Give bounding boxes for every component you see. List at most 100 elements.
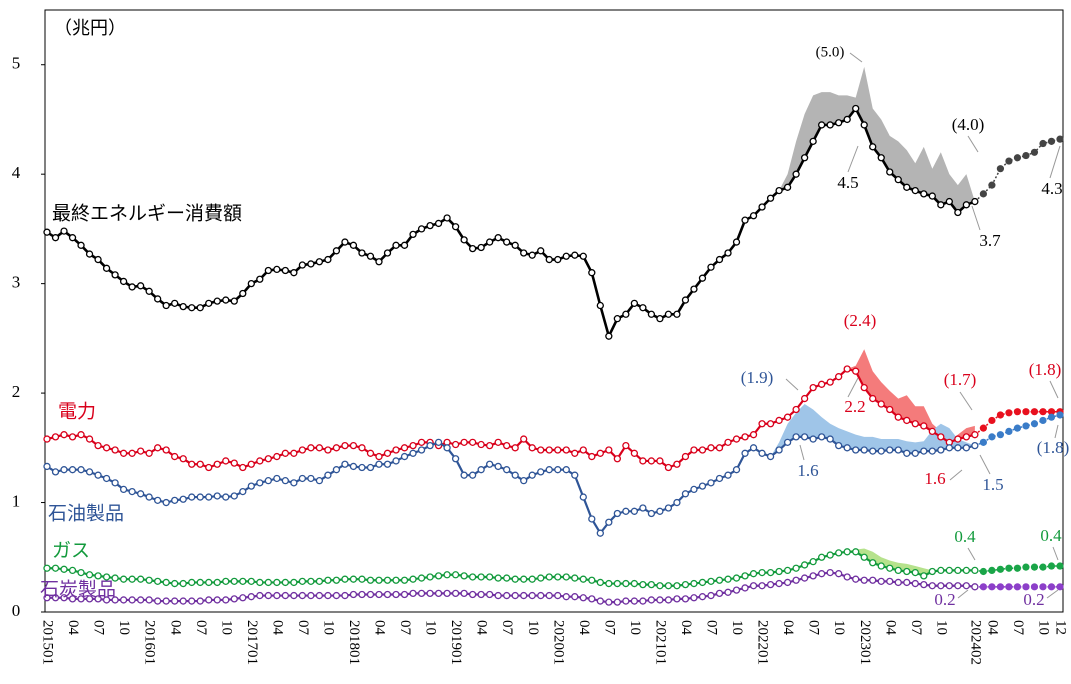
data-point [690, 594, 698, 602]
data-point [741, 216, 749, 224]
data-point [188, 460, 196, 468]
data-point [622, 597, 630, 605]
data-point [817, 433, 826, 441]
forecast-point [1047, 413, 1056, 421]
data-point [707, 591, 715, 600]
data-point [102, 474, 111, 483]
annotation: 1.5 [982, 475, 1003, 494]
data-point [256, 479, 264, 487]
data-point [852, 446, 860, 454]
data-point [613, 598, 621, 606]
data-point [417, 589, 426, 598]
data-point [852, 548, 860, 556]
data-point [51, 564, 60, 572]
forecast-point [1013, 154, 1022, 162]
x-tick-label: 07 [601, 620, 617, 636]
data-point [290, 269, 298, 277]
data-point [579, 252, 587, 260]
data-point [639, 597, 647, 605]
annotation: 0.2 [1023, 590, 1044, 609]
series-label: 電力 [58, 400, 96, 422]
data-point [94, 595, 102, 603]
data-point [826, 378, 834, 386]
data-point [596, 578, 604, 587]
data-point [383, 249, 392, 257]
data-point [605, 579, 613, 588]
data-point [358, 575, 366, 583]
data-point [68, 566, 77, 575]
data-point [290, 449, 298, 457]
data-point [239, 289, 247, 298]
data-point [230, 459, 238, 467]
data-point [920, 190, 928, 198]
data-point [537, 591, 545, 600]
data-point [324, 255, 332, 264]
data-point [886, 168, 894, 176]
data-point [145, 449, 153, 457]
y-axis-label: （兆円） [54, 18, 126, 38]
data-point [392, 590, 400, 599]
x-tick-label: 04 [576, 620, 592, 636]
data-point [656, 457, 664, 465]
data-point [145, 287, 153, 295]
forecast-point [1039, 408, 1047, 416]
data-point [886, 405, 894, 414]
data-point [417, 438, 426, 446]
data-point [188, 304, 196, 312]
leader-line [785, 378, 799, 391]
series-label: 石炭製品 [40, 578, 116, 600]
x-tick-label: 04 [474, 620, 490, 636]
data-point [647, 509, 656, 518]
data-point [945, 197, 953, 206]
data-point [341, 575, 349, 583]
data-point [332, 466, 341, 474]
data-point [911, 186, 919, 195]
data-point [800, 394, 809, 403]
data-point [145, 596, 153, 604]
data-point [366, 252, 375, 260]
data-point [468, 438, 477, 446]
data-point [860, 446, 868, 454]
x-tick-label: 10 [1036, 620, 1052, 635]
data-point [571, 574, 579, 582]
series-label: 最終エネルギー消費額 [52, 202, 242, 224]
data-point [775, 579, 783, 588]
data-point [426, 221, 434, 230]
data-point [741, 449, 749, 457]
data-point [358, 463, 366, 472]
data-point [647, 310, 656, 318]
data-point [43, 462, 51, 471]
data-point [60, 466, 68, 474]
forecast-point [1013, 408, 1022, 416]
leader-line [847, 145, 859, 173]
forecast-point [1005, 583, 1013, 591]
data-point [239, 463, 247, 472]
forecast-point [1047, 137, 1056, 145]
data-point [630, 507, 639, 515]
data-point [102, 573, 111, 581]
data-point [647, 457, 656, 465]
data-point [894, 566, 902, 575]
data-point [596, 529, 604, 537]
data-point [434, 572, 443, 580]
leader-line [979, 454, 991, 475]
data-point [298, 261, 307, 269]
data-point [273, 578, 281, 587]
series-label: ガス [52, 539, 90, 561]
data-point [460, 589, 468, 598]
data-point [894, 413, 902, 421]
data-point [247, 577, 255, 586]
data-point [596, 597, 604, 605]
data-point [886, 564, 894, 572]
data-point [324, 591, 332, 600]
data-point [281, 477, 290, 485]
data-point [477, 243, 485, 252]
x-tick-label: 10 [627, 620, 643, 635]
data-point [792, 170, 800, 178]
data-point [749, 570, 758, 578]
data-point [383, 449, 392, 457]
x-tick-label: 202101 [652, 620, 668, 665]
data-point [877, 447, 885, 455]
data-point [622, 507, 630, 515]
data-point [451, 440, 460, 449]
